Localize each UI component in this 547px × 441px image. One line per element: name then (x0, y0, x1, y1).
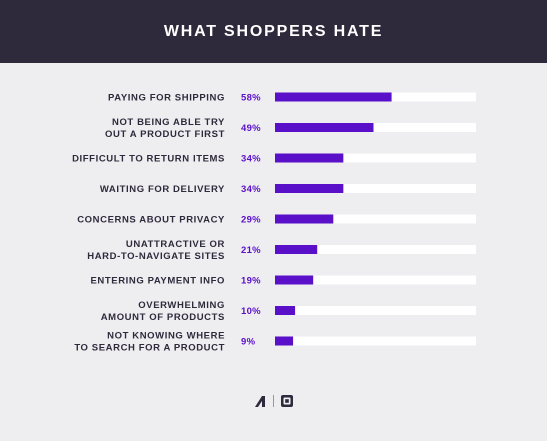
bar-track (275, 123, 476, 132)
category-label: UNATTRACTIVE OR (126, 239, 225, 250)
category-label: CONCERNS ABOUT PRIVACY (77, 215, 225, 226)
left-logo-icon (255, 396, 265, 407)
bar (275, 184, 344, 193)
category-label: NOT BEING ABLE TRY (112, 117, 225, 128)
value-label: 58% (241, 93, 261, 104)
category-label: OVERWHELMING (138, 300, 225, 311)
bar-track (275, 245, 476, 254)
bar-track (275, 214, 476, 224)
bar-track (275, 275, 476, 285)
bar (275, 153, 344, 163)
bar-track (275, 306, 476, 315)
bar-track (275, 153, 476, 163)
value-label: 34% (241, 154, 261, 165)
bar-track (275, 184, 476, 193)
page-title: WHAT SHOPPERS HATE (163, 22, 384, 40)
category-label: ENTERING PAYMENT INFO (90, 276, 225, 287)
bar (275, 214, 334, 224)
bar (275, 245, 318, 254)
category-label: HARD-TO-NAVIGATE SITES (87, 251, 225, 262)
bar-track (275, 336, 476, 346)
header-banner: WHAT SHOPPERS HATE (0, 0, 547, 63)
value-label: 49% (241, 123, 261, 134)
footer-logos (0, 393, 547, 409)
bar (275, 123, 374, 132)
square-logo-icon (281, 395, 293, 407)
value-label: 9% (241, 337, 256, 348)
bar (275, 336, 294, 346)
bar (275, 275, 314, 285)
category-label: AMOUNT OF PRODUCTS (101, 312, 225, 323)
category-label: OUT A PRODUCT FIRST (105, 129, 225, 140)
logo-separator (273, 395, 274, 407)
bar-chart: PAYING FOR SHIPPING 58% NOT BEING ABLE TRY… (72, 92, 476, 354)
category-label: TO SEARCH FOR A PRODUCT (74, 343, 225, 354)
category-label: WAITING FOR DELIVERY (100, 184, 225, 195)
category-label: DIFFICULT TO RETURN ITEMS (72, 154, 225, 165)
category-label: NOT KNOWING WHERE (107, 331, 225, 342)
bar (275, 306, 296, 315)
value-label: 29% (241, 215, 261, 226)
value-label: 21% (241, 245, 261, 256)
value-label: 34% (241, 184, 261, 195)
bar (275, 92, 392, 102)
value-label: 10% (241, 306, 261, 317)
value-label: 19% (241, 276, 261, 287)
category-label: PAYING FOR SHIPPING (108, 93, 225, 104)
